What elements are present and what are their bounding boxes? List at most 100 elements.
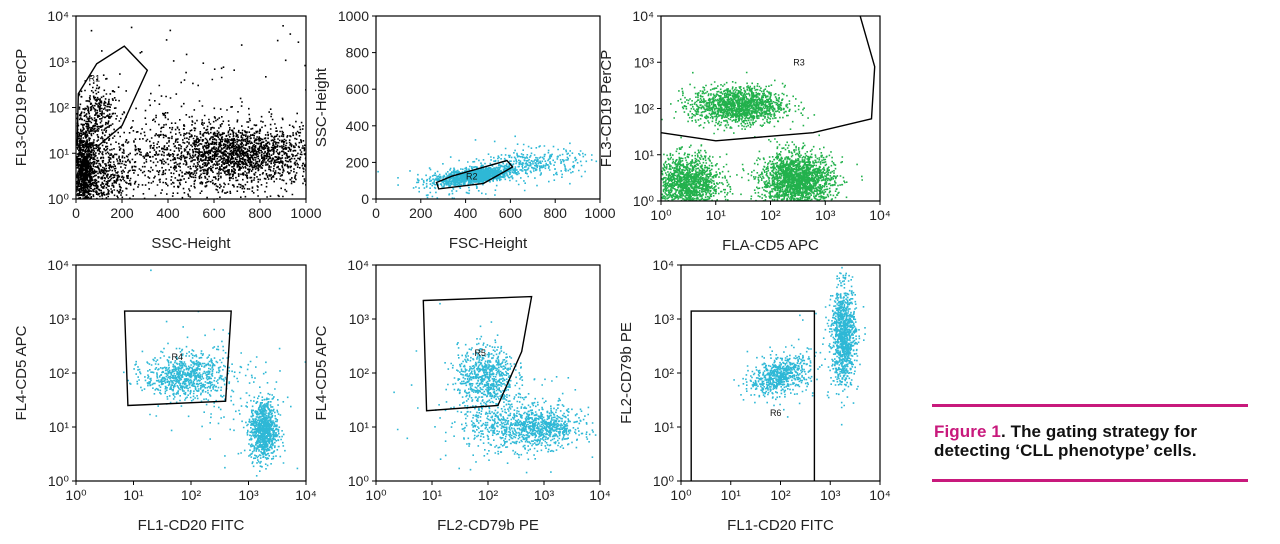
y-axis-label: FL3-CD19 PerCP <box>598 50 615 168</box>
y-tick-label: 800 <box>346 45 370 61</box>
x-tick-label: 10⁰ <box>65 487 87 503</box>
y-tick-label: 10³ <box>634 54 655 70</box>
x-tick-label: 200 <box>110 205 134 221</box>
dot-cloud <box>76 25 306 199</box>
panel-3: R3 10⁰ 10¹ 10² 10³ 10⁴ 10⁰ 10¹ 10² 10³ 10⁴ FLA-CD5 … <box>598 8 891 254</box>
panel-4: R4 10⁰ 10¹ 10² 10³ 10⁴ 10⁰ 10¹ 10² 10³ 10⁴ FL1-CD20… <box>13 257 317 534</box>
panel-2: R2 0 200 400 600 800 1000 0 200 400 600 800 1000 FSC-… <box>313 8 616 252</box>
x-tick-label: 10² <box>181 487 202 503</box>
x-tick-label: 0 <box>72 205 80 221</box>
gate-label: R4 <box>172 352 184 362</box>
dot-points <box>661 71 863 201</box>
x-tick-label: 10³ <box>815 207 836 223</box>
dot-cloud <box>377 135 598 199</box>
x-tick-label: 10¹ <box>706 207 727 223</box>
y-tick-label: 0 <box>361 191 369 207</box>
y-tick-label: 10⁰ <box>633 193 655 209</box>
caption-top-rule <box>932 404 1248 407</box>
y-tick-label: 10⁴ <box>347 257 369 273</box>
x-tick-label: 10¹ <box>721 487 742 503</box>
dot-cloud <box>733 266 866 426</box>
y-tick-label: 10⁴ <box>632 8 654 24</box>
y-tick-label: 10² <box>634 101 655 117</box>
gate-label: R2 <box>466 171 478 181</box>
y-tick-label: 10⁰ <box>348 473 370 489</box>
y-tick-label: 10⁰ <box>48 473 70 489</box>
caption-label: Figure 1 <box>934 422 1001 441</box>
y-tick-label: 10⁰ <box>653 473 675 489</box>
caption-bottom-rule <box>932 479 1248 482</box>
x-tick-label: 10⁰ <box>670 487 692 503</box>
plot-frame <box>375 15 601 200</box>
dot-points <box>377 135 598 199</box>
dot-points <box>733 266 866 426</box>
x-axis-label: FL1-CD20 FITC <box>727 517 834 534</box>
y-tick-label: 10¹ <box>634 147 655 163</box>
y-axis-label: FL3-CD19 PerCP <box>13 49 30 167</box>
figure-caption: Figure 1. The gating strategy for detect… <box>932 404 1250 484</box>
x-tick-label: 10³ <box>820 487 841 503</box>
y-tick-label: 10⁴ <box>652 257 674 273</box>
x-tick-label: 10³ <box>238 487 259 503</box>
gate-label: R6 <box>770 408 782 418</box>
y-tick-label: 10⁴ <box>47 257 69 273</box>
x-tick-label: 600 <box>499 205 523 221</box>
x-tick-label: 800 <box>248 205 272 221</box>
gate-r5 <box>422 295 533 412</box>
x-axis-label: SSC-Height <box>151 235 231 252</box>
x-tick-label: 800 <box>544 205 568 221</box>
gate-r1 <box>76 45 149 146</box>
y-axis-label: FL4-CD5 APC <box>313 325 330 420</box>
x-tick-label: 10¹ <box>422 487 443 503</box>
x-tick-label: 10² <box>478 487 499 503</box>
x-tick-label: 10⁴ <box>295 487 317 503</box>
dot-points <box>393 302 600 474</box>
y-tick-label: 10¹ <box>349 419 370 435</box>
y-tick-label: 10¹ <box>49 145 70 161</box>
dot-cloud <box>393 302 600 474</box>
x-axis-label: FLA-CD5 APC <box>722 237 819 254</box>
gate-r2 <box>435 159 514 190</box>
x-tick-label: 0 <box>372 205 380 221</box>
y-tick-label: 600 <box>346 81 370 97</box>
dot-cloud <box>661 71 863 201</box>
x-tick-label: 10² <box>760 207 781 223</box>
gate-label: R5 <box>474 348 486 358</box>
gate-r6 <box>690 310 816 481</box>
x-tick-label: 400 <box>454 205 478 221</box>
dot-points <box>76 25 306 199</box>
panel-1: R1 0 200 400 600 800 1000 10⁰ 10¹ 10² 10³ 10⁴ SSC-He… <box>13 8 322 252</box>
x-tick-label: 10¹ <box>123 487 144 503</box>
y-tick-label: 10² <box>49 100 70 116</box>
dot-points <box>123 269 306 477</box>
y-tick-label: 10² <box>654 365 675 381</box>
panel-5: R5 10⁰ 10¹ 10² 10³ 10⁴ 10⁰ 10¹ 10² 10³ 10⁴ FL2-CD79… <box>313 257 611 534</box>
x-tick-label: 600 <box>202 205 226 221</box>
y-tick-label: 10³ <box>349 311 370 327</box>
x-tick-label: 10⁰ <box>365 487 387 503</box>
dot-cloud <box>123 269 306 477</box>
y-tick-label: 10³ <box>49 311 70 327</box>
y-tick-label: 10⁰ <box>48 191 70 207</box>
y-tick-label: 10² <box>349 365 370 381</box>
y-tick-label: 10¹ <box>654 419 675 435</box>
caption-body: . The gating strategy for detecting ‘CLL… <box>934 422 1198 460</box>
y-tick-label: 400 <box>346 118 370 134</box>
gate-r4 <box>123 310 232 407</box>
x-axis-label: FSC-Height <box>449 235 528 252</box>
x-tick-label: 10² <box>770 487 791 503</box>
y-tick-label: 10³ <box>49 54 70 70</box>
x-tick-label: 1000 <box>290 205 321 221</box>
y-tick-label: 10² <box>49 365 70 381</box>
x-axis-label: FL2-CD79b PE <box>437 517 539 534</box>
y-axis-label: SSC-Height <box>313 67 330 147</box>
y-tick-label: 200 <box>346 154 370 170</box>
panel-6: R6 10⁰ 10¹ 10² 10³ 10⁴ 10⁰ 10¹ 10² 10³ 10⁴ FL1-CD20… <box>618 257 891 534</box>
gate-label: R1 <box>89 74 101 84</box>
x-tick-label: 10³ <box>534 487 555 503</box>
y-tick-label: 1000 <box>338 8 369 24</box>
y-tick-label: 10⁴ <box>47 8 69 24</box>
x-tick-label: 400 <box>156 205 180 221</box>
y-axis-label: FL2-CD79b PE <box>618 322 635 424</box>
